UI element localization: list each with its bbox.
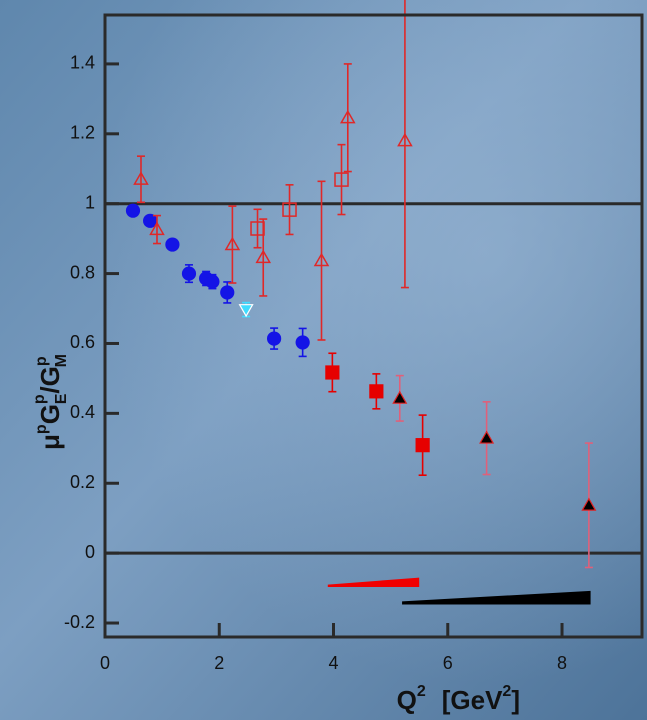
- data-point: [266, 331, 282, 346]
- x-axis-label: Q2 [GeV2]: [397, 683, 520, 715]
- y-label-part: p: [31, 394, 48, 404]
- y-label-part: /G: [35, 366, 65, 393]
- data-point: [205, 274, 220, 289]
- data-point: [238, 304, 254, 318]
- data-point: [325, 365, 340, 380]
- y-axis-label: μpGp E/Gp M: [31, 354, 70, 450]
- systematic-band: [402, 590, 591, 605]
- x-tick-label: 0: [100, 653, 110, 673]
- data-point: [479, 430, 495, 444]
- y-label-part: p: [33, 356, 50, 366]
- y-tick-label: 0.4: [70, 402, 95, 422]
- y-tick-label: 0.2: [70, 472, 95, 492]
- data-point: [334, 172, 349, 187]
- y-tick-label: -0.2: [64, 612, 95, 632]
- y-tick-label: 1.2: [70, 123, 95, 143]
- data-point: [392, 390, 408, 404]
- data-point: [165, 237, 180, 252]
- y-tick-label: 0.6: [70, 332, 95, 352]
- y-tick-label: 1: [85, 192, 95, 212]
- x-label-part: Q: [397, 685, 417, 715]
- y-label-part: p: [33, 424, 50, 434]
- data-point: [133, 171, 149, 185]
- x-label-part: ]: [511, 685, 520, 715]
- data-point: [313, 252, 330, 267]
- data-point: [149, 221, 165, 236]
- data-point: [369, 384, 384, 399]
- y-label-part: G: [35, 404, 65, 424]
- x-tick-label: 6: [443, 653, 453, 673]
- data-point: [295, 335, 310, 350]
- y-tick-label: 0.8: [70, 262, 95, 282]
- data-point: [282, 202, 297, 217]
- y-tick-label: 0: [85, 542, 95, 562]
- x-label-part: 2: [502, 683, 511, 700]
- x-tick-label: 2: [214, 653, 224, 673]
- x-tick-label: 8: [557, 653, 567, 673]
- y-tick-label: 1.4: [70, 53, 95, 73]
- frame: [103, 13, 644, 639]
- y-label-part: M: [53, 354, 70, 367]
- data-point: [181, 266, 197, 281]
- data-point: [581, 497, 597, 511]
- data-point: [415, 438, 430, 453]
- data-point: [125, 203, 141, 218]
- x-label-part: [GeV: [442, 685, 503, 715]
- data-point: [255, 249, 272, 264]
- y-label-part: μ: [35, 434, 65, 450]
- y-label-part: E: [53, 393, 70, 404]
- x-label-part: 2: [417, 683, 426, 700]
- data-point: [340, 109, 356, 124]
- x-tick-label: 4: [329, 653, 339, 673]
- data-point: [250, 221, 265, 236]
- data-point: [224, 236, 241, 251]
- data-point: [220, 285, 235, 300]
- plot: 0 2 4 6 8 -0.2 0 0.2 0.4 0.6 0.8 1 1.2 1.4: [64, 0, 642, 673]
- data-point: [397, 132, 413, 147]
- systematic-band: [327, 577, 420, 588]
